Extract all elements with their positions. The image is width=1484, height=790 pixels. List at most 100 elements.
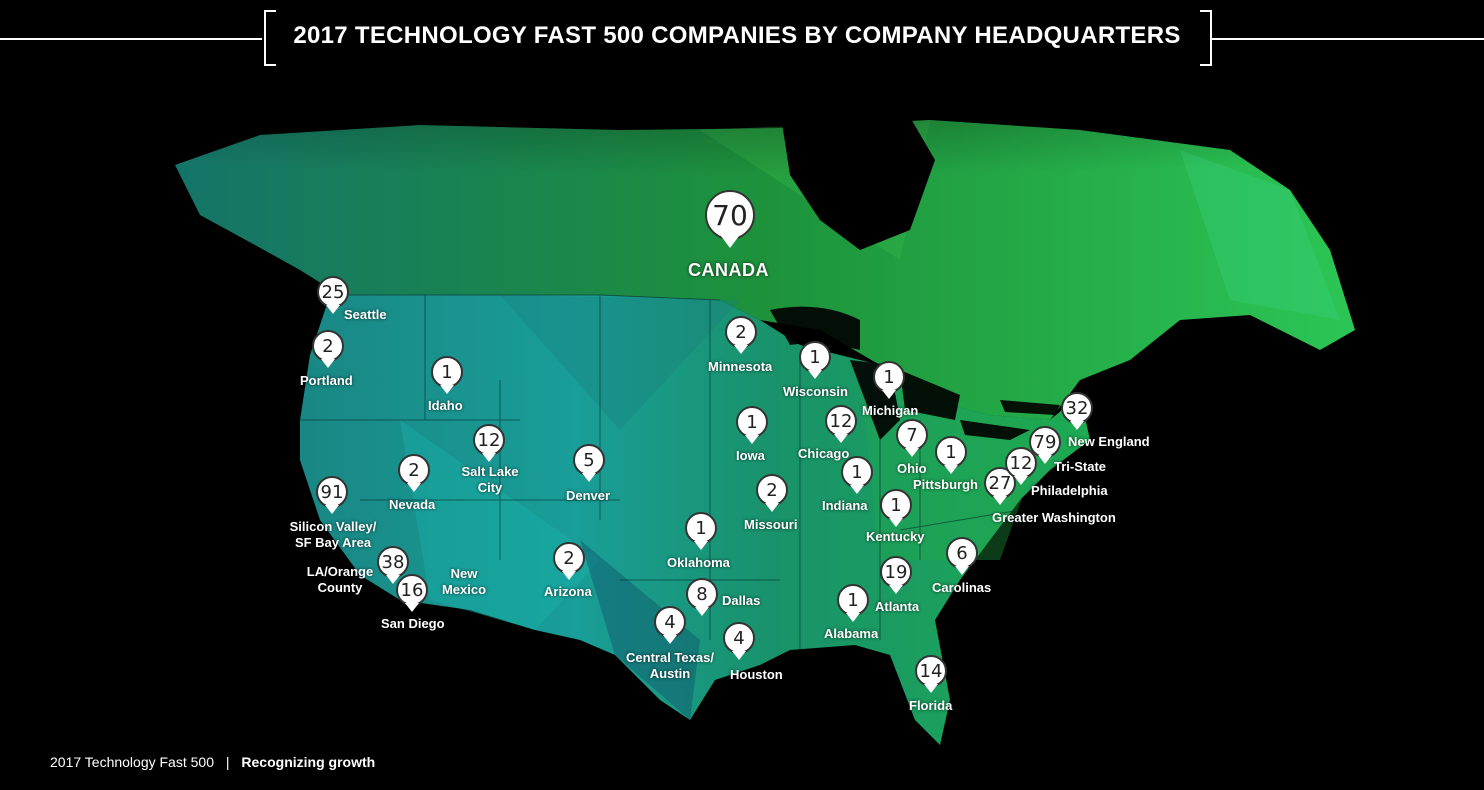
- marker-kentucky[interactable]: 1: [880, 489, 912, 521]
- pin-count: 5: [583, 449, 595, 471]
- label-michigan: Michigan: [862, 403, 919, 418]
- label-carolinas: Carolinas: [932, 580, 992, 595]
- location-pin-icon: 1: [841, 456, 873, 488]
- marker-iowa[interactable]: 1: [736, 406, 768, 438]
- footer-right: Recognizing growth: [241, 754, 376, 770]
- pin-count: 12: [829, 410, 853, 432]
- marker-new-england[interactable]: 32: [1061, 392, 1093, 424]
- location-pin-icon: 6: [946, 537, 978, 569]
- pin-count: 16: [400, 579, 424, 601]
- marker-idaho[interactable]: 1: [431, 356, 463, 388]
- header-bracket-left: [264, 10, 276, 66]
- location-pin-icon: 1: [799, 341, 831, 373]
- marker-san-diego[interactable]: 16: [396, 574, 428, 606]
- label-chicago: Chicago: [798, 446, 850, 461]
- label-indiana: Indiana: [822, 498, 868, 513]
- marker-missouri[interactable]: 2: [756, 474, 788, 506]
- location-pin-icon: 1: [935, 436, 967, 468]
- pin-count: 38: [381, 551, 405, 573]
- location-pin-icon: 19: [880, 556, 912, 588]
- label-missouri: Missouri: [744, 517, 798, 532]
- label-new-england: New England: [1068, 434, 1150, 449]
- marker-wisconsin[interactable]: 1: [799, 341, 831, 373]
- location-pin-icon: 1: [873, 361, 905, 393]
- marker-tri-state[interactable]: 79: [1029, 426, 1061, 458]
- marker-greater-washington[interactable]: 27: [984, 467, 1016, 499]
- marker-pittsburgh[interactable]: 1: [935, 436, 967, 468]
- label-philadelphia: Philadelphia: [1031, 483, 1108, 498]
- marker-arizona[interactable]: 2: [553, 542, 585, 574]
- location-pin-icon: 5: [573, 444, 605, 476]
- pin-count: 1: [809, 346, 821, 368]
- location-pin-icon: 2: [725, 316, 757, 348]
- marker-denver[interactable]: 5: [573, 444, 605, 476]
- marker-philadelphia[interactable]: 12: [1005, 447, 1037, 479]
- location-pin-icon: 1: [880, 489, 912, 521]
- pin-count: 70: [712, 198, 748, 232]
- label-oklahoma: Oklahoma: [667, 555, 730, 570]
- marker-chicago[interactable]: 12: [825, 405, 857, 437]
- marker-central-texas[interactable]: 4: [654, 606, 686, 638]
- label-minnesota: Minnesota: [708, 359, 773, 374]
- label-dallas: Dallas: [722, 593, 761, 608]
- location-pin-icon: 12: [1005, 447, 1037, 479]
- label-nevada: Nevada: [389, 497, 436, 512]
- marker-atlanta[interactable]: 19: [880, 556, 912, 588]
- footer-separator: |: [225, 754, 230, 770]
- marker-dallas[interactable]: 8: [686, 578, 718, 610]
- pin-count: 4: [733, 627, 745, 649]
- location-pin-icon: 38: [377, 546, 409, 578]
- location-pin-icon: 79: [1029, 426, 1061, 458]
- location-pin-icon: 1: [431, 356, 463, 388]
- header-bracket-right: [1200, 10, 1212, 66]
- great-lakes: [770, 306, 1060, 440]
- label-salt-lake-city: Salt Lake City: [461, 464, 519, 495]
- pin-count: 14: [919, 660, 943, 682]
- location-pin-icon: 2: [398, 454, 430, 486]
- pin-count: 1: [883, 366, 895, 388]
- marker-florida[interactable]: 14: [915, 655, 947, 687]
- label-la-orange: LA/Orange County: [306, 564, 374, 595]
- marker-silicon-valley[interactable]: 91: [316, 476, 348, 508]
- marker-carolinas[interactable]: 6: [946, 537, 978, 569]
- marker-portland[interactable]: 2: [312, 330, 344, 362]
- label-idaho: Idaho: [428, 398, 463, 413]
- location-pin-icon: 70: [705, 190, 755, 240]
- marker-ohio[interactable]: 7: [896, 419, 928, 451]
- pin-count: 12: [1009, 452, 1033, 474]
- pin-count: 27: [988, 472, 1012, 494]
- pin-count: 1: [945, 441, 957, 463]
- location-pin-icon: 1: [736, 406, 768, 438]
- label-iowa: Iowa: [736, 448, 765, 463]
- label-kentucky: Kentucky: [866, 529, 925, 544]
- label-atlanta: Atlanta: [875, 599, 920, 614]
- marker-minnesota[interactable]: 2: [725, 316, 757, 348]
- pin-count: 6: [956, 542, 968, 564]
- location-pin-icon: 12: [473, 424, 505, 456]
- pin-count: 8: [696, 583, 708, 605]
- label-central-texas: Central Texas/ Austin: [626, 650, 714, 681]
- marker-michigan[interactable]: 1: [873, 361, 905, 393]
- pin-count: 2: [563, 547, 575, 569]
- marker-canada[interactable]: 70: [705, 190, 755, 240]
- marker-seattle[interactable]: 25: [317, 276, 349, 308]
- marker-alabama[interactable]: 1: [837, 584, 869, 616]
- label-greater-washington: Greater Washington: [992, 510, 1116, 525]
- location-pin-icon: 2: [756, 474, 788, 506]
- marker-houston[interactable]: 4: [723, 622, 755, 654]
- pin-count: 1: [890, 494, 902, 516]
- marker-nevada[interactable]: 2: [398, 454, 430, 486]
- pin-count: 79: [1033, 431, 1057, 453]
- pin-count: 32: [1065, 397, 1089, 419]
- marker-la-orange[interactable]: 38: [377, 546, 409, 578]
- marker-salt-lake-city[interactable]: 12: [473, 424, 505, 456]
- label-florida: Florida: [909, 698, 953, 713]
- marker-indiana[interactable]: 1: [841, 456, 873, 488]
- pin-count: 1: [695, 517, 707, 539]
- marker-oklahoma[interactable]: 1: [685, 512, 717, 544]
- pin-count: 1: [441, 361, 453, 383]
- location-pin-icon: 16: [396, 574, 428, 606]
- label-alabama: Alabama: [824, 626, 879, 641]
- location-pin-icon: 2: [553, 542, 585, 574]
- label-denver: Denver: [566, 488, 611, 503]
